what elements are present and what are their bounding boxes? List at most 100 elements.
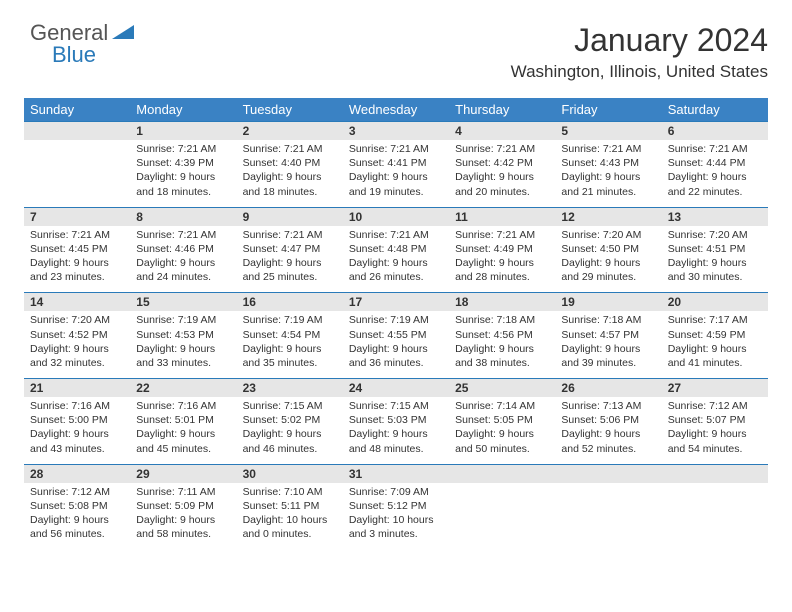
sunset-text: Sunset: 4:55 PM [349, 328, 443, 342]
calendar-detail-cell [449, 483, 555, 550]
daylight-text-2: and 58 minutes. [136, 527, 230, 541]
sunset-text: Sunset: 4:43 PM [561, 156, 655, 170]
daylight-text-2: and 24 minutes. [136, 270, 230, 284]
calendar-header-cell: Saturday [662, 98, 768, 122]
sunrise-text: Sunrise: 7:19 AM [349, 313, 443, 327]
daylight-text-2: and 3 minutes. [349, 527, 443, 541]
sunrise-text: Sunrise: 7:19 AM [136, 313, 230, 327]
calendar-daynum-cell: 31 [343, 464, 449, 483]
calendar-daynum-cell: 25 [449, 379, 555, 398]
sunset-text: Sunset: 4:40 PM [243, 156, 337, 170]
sunset-text: Sunset: 5:02 PM [243, 413, 337, 427]
daylight-text-2: and 48 minutes. [349, 442, 443, 456]
daylight-text-1: Daylight: 9 hours [455, 170, 549, 184]
calendar-daynum-cell: 12 [555, 207, 661, 226]
daylight-text-1: Daylight: 9 hours [561, 342, 655, 356]
sunset-text: Sunset: 5:09 PM [136, 499, 230, 513]
calendar-detail-cell [555, 483, 661, 550]
calendar-daynum-cell: 30 [237, 464, 343, 483]
calendar-daynum-cell: 17 [343, 293, 449, 312]
daylight-text-2: and 22 minutes. [668, 185, 762, 199]
calendar-daynum-cell: 2 [237, 122, 343, 141]
calendar-detail-cell [662, 483, 768, 550]
daylight-text-2: and 20 minutes. [455, 185, 549, 199]
sunset-text: Sunset: 4:47 PM [243, 242, 337, 256]
calendar-daynum-cell: 23 [237, 379, 343, 398]
sunrise-text: Sunrise: 7:15 AM [349, 399, 443, 413]
calendar-detail-cell: Sunrise: 7:21 AMSunset: 4:45 PMDaylight:… [24, 226, 130, 293]
calendar-detail-row: Sunrise: 7:16 AMSunset: 5:00 PMDaylight:… [24, 397, 768, 464]
calendar-detail-cell: Sunrise: 7:17 AMSunset: 4:59 PMDaylight:… [662, 311, 768, 378]
daylight-text-1: Daylight: 9 hours [668, 170, 762, 184]
calendar-daynum-cell: 20 [662, 293, 768, 312]
sunrise-text: Sunrise: 7:14 AM [455, 399, 549, 413]
daylight-text-2: and 19 minutes. [349, 185, 443, 199]
sunset-text: Sunset: 4:44 PM [668, 156, 762, 170]
calendar-detail-cell: Sunrise: 7:19 AMSunset: 4:55 PMDaylight:… [343, 311, 449, 378]
calendar-detail-row: Sunrise: 7:21 AMSunset: 4:39 PMDaylight:… [24, 140, 768, 207]
sunrise-text: Sunrise: 7:21 AM [30, 228, 124, 242]
daylight-text-2: and 41 minutes. [668, 356, 762, 370]
calendar-detail-cell: Sunrise: 7:21 AMSunset: 4:46 PMDaylight:… [130, 226, 236, 293]
daylight-text-1: Daylight: 9 hours [136, 427, 230, 441]
sunrise-text: Sunrise: 7:10 AM [243, 485, 337, 499]
calendar-detail-row: Sunrise: 7:12 AMSunset: 5:08 PM Daylight:… [24, 483, 768, 550]
calendar-daynum-cell: 16 [237, 293, 343, 312]
sunset-text: Sunset: 5:06 PM [561, 413, 655, 427]
calendar-daynum-cell: 13 [662, 207, 768, 226]
sunrise-text: Sunrise: 7:21 AM [349, 228, 443, 242]
calendar-detail-cell: Sunrise: 7:11 AMSunset: 5:09 PMDaylight:… [130, 483, 236, 550]
daylight-text-2: and 23 minutes. [30, 270, 124, 284]
daylight-text-2: and 50 minutes. [455, 442, 549, 456]
calendar-daynum-row: 14151617181920 [24, 293, 768, 312]
calendar-daynum-cell: 28 [24, 464, 130, 483]
calendar-daynum-cell: 7 [24, 207, 130, 226]
calendar-detail-cell: Sunrise: 7:12 AMSunset: 5:08 PMDaylight:… [24, 483, 130, 550]
sunset-text: Sunset: 4:42 PM [455, 156, 549, 170]
sunset-text: Sunset: 4:46 PM [136, 242, 230, 256]
calendar-daynum-cell: 9 [237, 207, 343, 226]
daylight-text-2: and 35 minutes. [243, 356, 337, 370]
daylight-text-2: and 25 minutes. [243, 270, 337, 284]
daylight-text-1: Daylight: 9 hours [30, 256, 124, 270]
daylight-text-1: Daylight: 9 hours [561, 256, 655, 270]
calendar-detail-cell [24, 140, 130, 207]
daylight-text-1: Daylight: 9 hours [136, 342, 230, 356]
daylight-text-1: Daylight: 9 hours [243, 256, 337, 270]
daylight-text-1: Daylight: 9 hours [243, 427, 337, 441]
calendar-detail-cell: Sunrise: 7:21 AMSunset: 4:40 PMDaylight:… [237, 140, 343, 207]
sunrise-text: Sunrise: 7:09 AM [349, 485, 443, 499]
calendar-daynum-cell [662, 464, 768, 483]
daylight-text-2: and 54 minutes. [668, 442, 762, 456]
page-title: January 2024 [574, 22, 768, 59]
sunset-text: Sunset: 4:41 PM [349, 156, 443, 170]
sunset-text: Sunset: 4:50 PM [561, 242, 655, 256]
sunrise-text: Sunrise: 7:20 AM [30, 313, 124, 327]
calendar-daynum-cell: 26 [555, 379, 661, 398]
daylight-text-1: Daylight: 10 hours [243, 513, 337, 527]
calendar-detail-cell: Sunrise: 7:18 AMSunset: 4:57 PMDaylight:… [555, 311, 661, 378]
calendar-daynum-row: 123456 [24, 122, 768, 141]
logo-text-blue-wrap: Blue [52, 42, 96, 68]
sunset-text: Sunset: 4:45 PM [30, 242, 124, 256]
sunset-text: Sunset: 5:05 PM [455, 413, 549, 427]
calendar-daynum-cell: 8 [130, 207, 236, 226]
calendar-detail-cell: Sunrise: 7:19 AMSunset: 4:53 PMDaylight:… [130, 311, 236, 378]
daylight-text-1: Daylight: 9 hours [243, 170, 337, 184]
sunrise-text: Sunrise: 7:20 AM [561, 228, 655, 242]
daylight-text-1: Daylight: 9 hours [455, 427, 549, 441]
sunset-text: Sunset: 5:08 PM [30, 499, 124, 513]
calendar-daynum-cell: 3 [343, 122, 449, 141]
calendar-detail-cell: Sunrise: 7:18 AMSunset: 4:56 PMDaylight:… [449, 311, 555, 378]
sunrise-text: Sunrise: 7:21 AM [243, 228, 337, 242]
calendar-header-row: SundayMondayTuesdayWednesdayThursdayFrid… [24, 98, 768, 122]
sunset-text: Sunset: 5:03 PM [349, 413, 443, 427]
sunset-text: Sunset: 4:53 PM [136, 328, 230, 342]
sunrise-text: Sunrise: 7:12 AM [30, 485, 124, 499]
sunrise-text: Sunrise: 7:21 AM [243, 142, 337, 156]
sunset-text: Sunset: 5:12 PM [349, 499, 443, 513]
sunset-text: Sunset: 5:11 PM [243, 499, 337, 513]
sunrise-text: Sunrise: 7:13 AM [561, 399, 655, 413]
calendar-detail-cell: Sunrise: 7:15 AMSunset: 5:02 PMDaylight:… [237, 397, 343, 464]
calendar-detail-row: Sunrise: 7:20 AMSunset: 4:52 PMDaylight:… [24, 311, 768, 378]
